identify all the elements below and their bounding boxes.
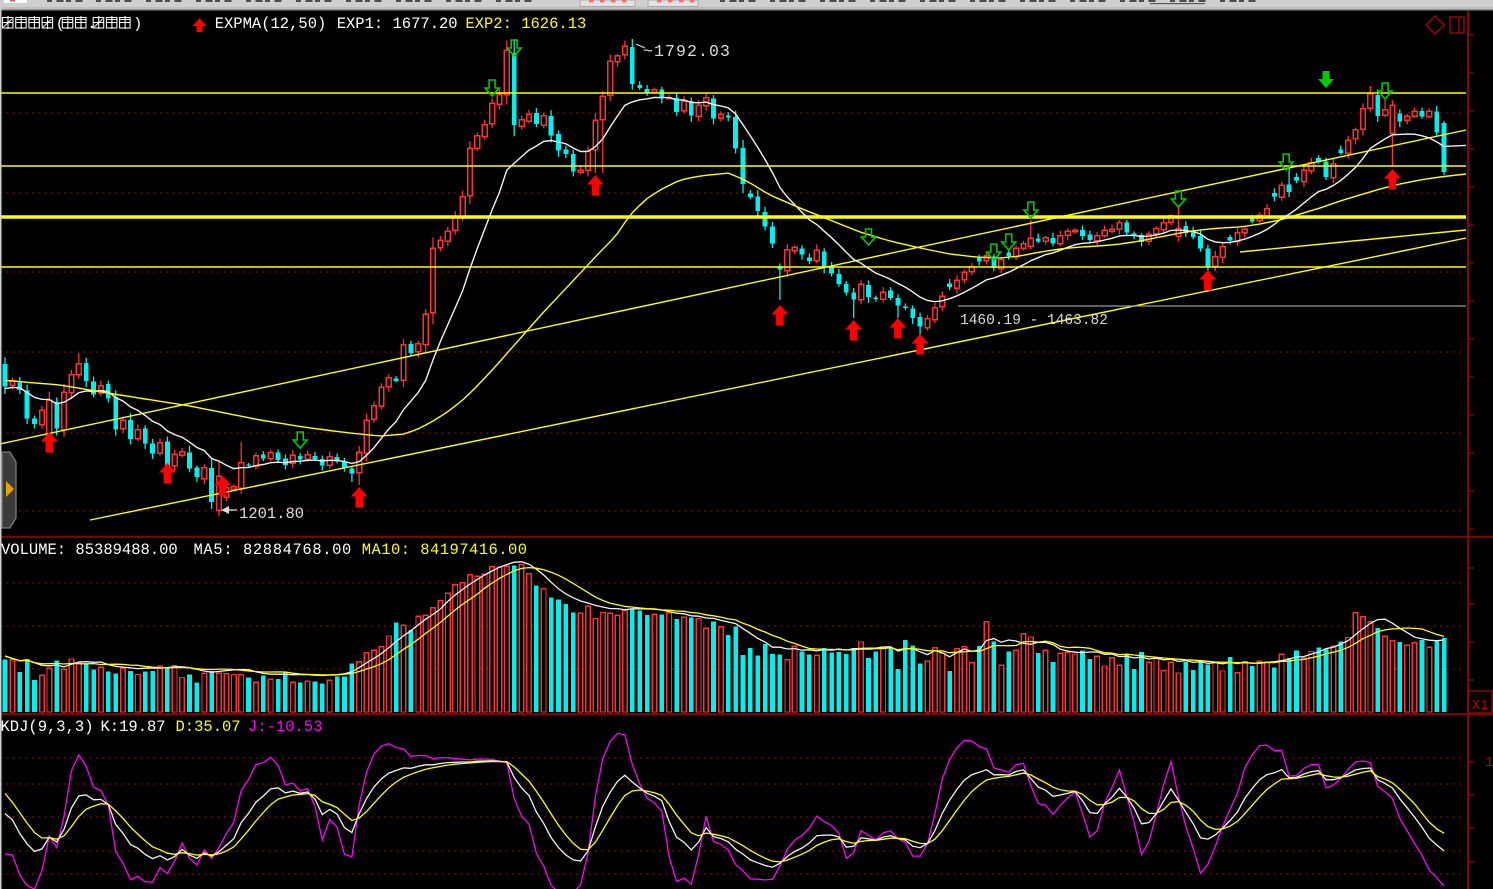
svg-text:.: . [87, 16, 96, 33]
svg-text:(: ( [56, 16, 65, 33]
svg-text:KDJ(9,3,3): KDJ(9,3,3) [1, 718, 94, 736]
svg-text:X1: X1 [1472, 698, 1489, 714]
svg-text:1460.19 - 1463.82: 1460.19 - 1463.82 [960, 313, 1108, 329]
svg-text:VOLUME: 85389488.00: VOLUME: 85389488.00 [1, 541, 178, 559]
svg-text:EXP1: 1677.20: EXP1: 1677.20 [337, 15, 458, 33]
svg-text:J:-10.53: J:-10.53 [248, 718, 322, 736]
svg-text:~1792.03: ~1792.03 [643, 42, 731, 61]
svg-text:1201.80: 1201.80 [239, 505, 304, 523]
svg-text:EXP2: 1626.13: EXP2: 1626.13 [465, 15, 586, 33]
svg-text:): ) [133, 16, 142, 33]
svg-text:K:19.87: K:19.87 [101, 718, 166, 736]
svg-text:1: 1 [1485, 755, 1493, 771]
svg-text:D:35.07: D:35.07 [176, 718, 241, 736]
svg-text:MA5: 82884768.00: MA5: 82884768.00 [194, 541, 352, 559]
svg-text:EXPMA(12,50): EXPMA(12,50) [215, 15, 327, 33]
svg-text:MA10: 84197416.00: MA10: 84197416.00 [362, 541, 528, 559]
